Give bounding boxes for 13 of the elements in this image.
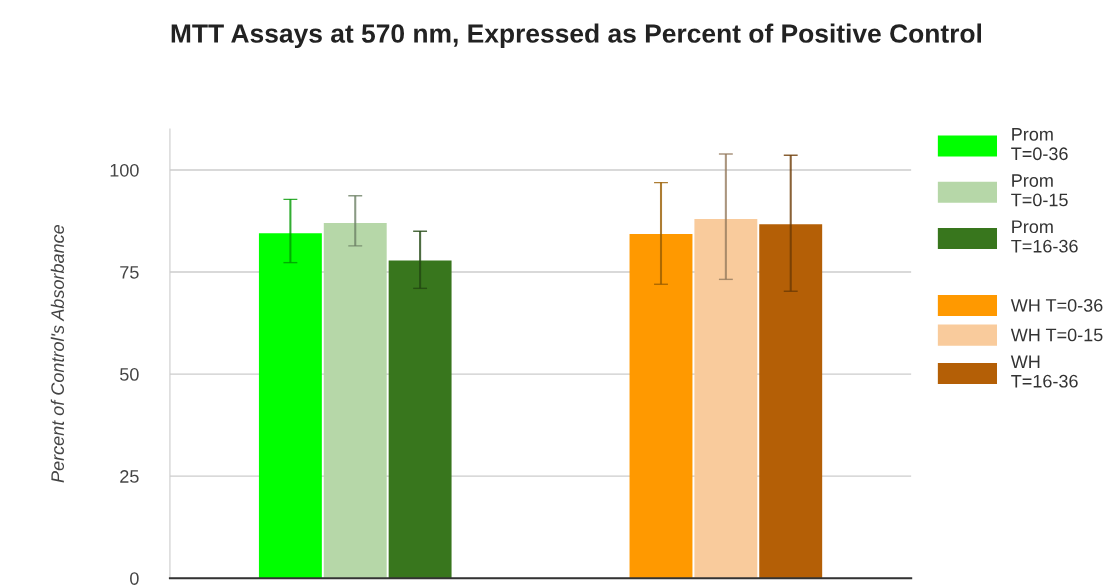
y-tick-label: 100 (110, 163, 139, 177)
legend-label: Prom T=16-36 (1011, 220, 1078, 253)
legend-label: WH T=16-36 (1010, 355, 1078, 388)
legend-label: WH T=0-15 (1010, 328, 1103, 342)
y-tick-label: 25 (120, 470, 139, 483)
chart-title: MTT Assays at 570 nm, Expressed as Percent of Positive Control (171, 23, 982, 49)
y-tick-label: 0 (130, 572, 139, 585)
legend-label: Prom T=0-15 (1011, 174, 1068, 207)
legend-label: Prom T=0-36 (1011, 128, 1068, 161)
y-axis-title: Percent of Control's Absorbance (50, 224, 65, 483)
y-tick-label: 75 (120, 266, 139, 279)
legend-label: WH T=0-36 (1010, 298, 1103, 312)
y-tick-label: 50 (120, 368, 139, 381)
